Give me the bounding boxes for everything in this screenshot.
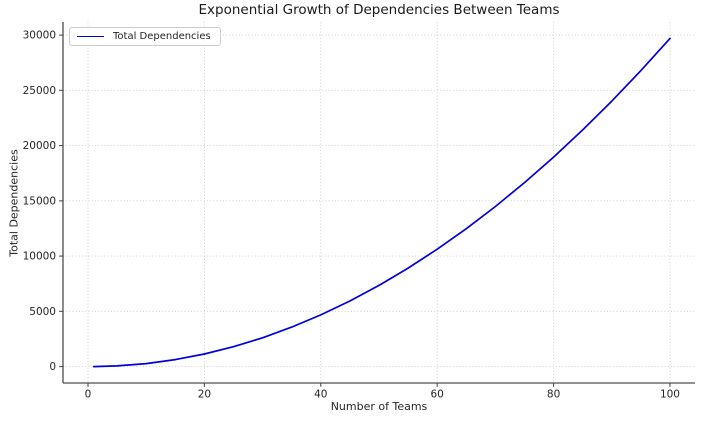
legend-line-sample	[77, 36, 104, 37]
series-line-total-dependencies	[92, 37, 671, 368]
y-tick-label: 20000	[23, 140, 56, 152]
x-tick-label: 100	[660, 389, 680, 401]
legend-label: Total Dependencies	[113, 31, 211, 42]
y-tick-label: 10000	[23, 251, 56, 263]
y-tick-label: 30000	[23, 30, 56, 42]
y-tick-label: 15000	[23, 195, 56, 207]
chart-title: Exponential Growth of Dependencies Betwe…	[198, 2, 560, 18]
x-tick-label: 60	[431, 389, 444, 401]
x-tick-label: 0	[85, 389, 92, 401]
x-tick-label: 20	[198, 389, 211, 401]
x-axis-label: Number of Teams	[330, 400, 428, 413]
x-tick-label: 80	[547, 389, 560, 401]
legend: Total Dependencies	[69, 27, 221, 46]
y-tick-label: 0	[49, 361, 56, 373]
y-tick-label: 25000	[23, 85, 56, 97]
y-tick-label: 5000	[29, 306, 56, 318]
x-tick-label: 40	[314, 389, 327, 401]
